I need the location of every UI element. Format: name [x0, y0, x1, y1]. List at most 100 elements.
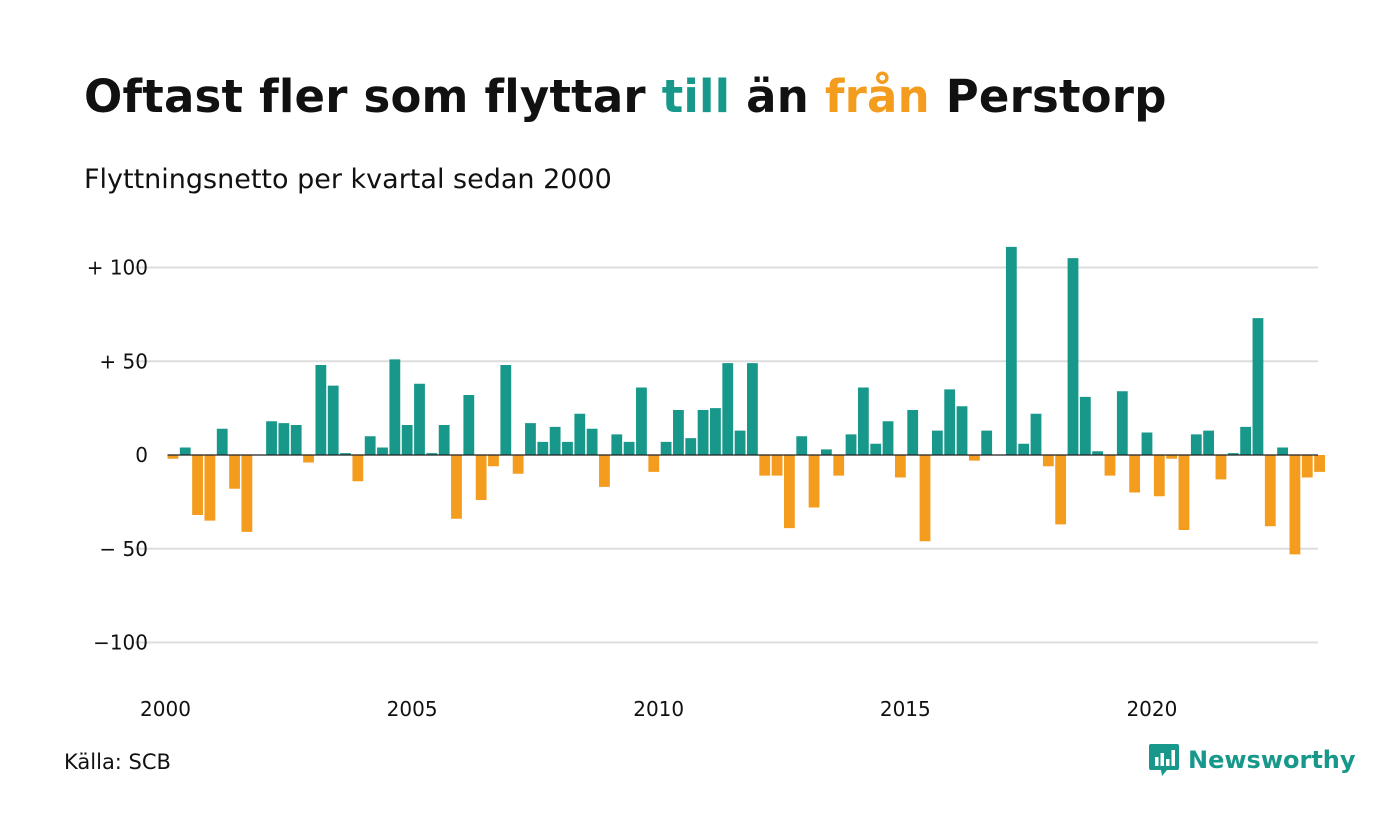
bar-positive	[870, 443, 882, 455]
bar-negative	[241, 455, 253, 532]
y-tick-label: − 50	[99, 537, 148, 561]
bar-positive	[290, 425, 302, 455]
bar-positive	[636, 387, 647, 455]
bar-positive	[216, 428, 228, 455]
y-tick-label: + 100	[87, 256, 148, 280]
x-tick-label: 2005	[387, 697, 438, 721]
bar-positive	[710, 408, 721, 456]
title-fran-word: från	[824, 70, 930, 123]
chart-subtitle: Flyttningsnetto per kvartal sedan 2000	[84, 164, 612, 195]
bar-positive	[266, 421, 277, 455]
bar-negative	[833, 455, 845, 476]
bar-negative	[1129, 455, 1141, 493]
bars	[167, 246, 1325, 555]
title-part-2: än	[730, 70, 825, 123]
bar-positive	[525, 423, 536, 456]
bar-negative	[968, 455, 980, 461]
bar-positive	[586, 428, 598, 455]
bar-positive	[278, 423, 290, 456]
bar-positive	[857, 387, 869, 455]
bar-positive	[845, 434, 857, 456]
bar-positive	[747, 363, 758, 456]
bar-negative	[1104, 455, 1116, 476]
brand-logo: Newsworthy	[1148, 742, 1356, 778]
bar-negative	[1055, 455, 1067, 525]
bar-negative	[1215, 455, 1227, 480]
x-tick-label: 2020	[1126, 697, 1177, 721]
bar-negative	[1166, 455, 1178, 459]
bar-positive	[660, 441, 672, 456]
bar-positive	[364, 436, 376, 455]
bar-positive	[734, 430, 746, 456]
bar-positive	[562, 441, 573, 456]
bar-positive	[956, 406, 968, 455]
bar-positive	[685, 438, 697, 456]
bar-positive	[463, 395, 475, 455]
bar-positive	[1067, 258, 1079, 456]
bar-positive	[1018, 443, 1030, 455]
bar-positive	[981, 430, 993, 456]
bar-positive	[401, 425, 413, 455]
y-tick-label: + 50	[99, 349, 148, 373]
bar-positive	[414, 383, 425, 455]
bar-positive	[882, 421, 894, 455]
bar-negative	[167, 455, 179, 459]
bar-positive	[1092, 451, 1104, 455]
bar-positive	[697, 410, 709, 455]
chart-title: Oftast fler som flyttar till än från Per…	[84, 70, 1167, 123]
bar-positive	[1079, 396, 1091, 456]
bar-positive	[179, 447, 191, 455]
bar-negative	[784, 455, 795, 529]
title-part-1: Oftast fler som flyttar	[84, 70, 662, 123]
bar-positive	[389, 359, 401, 456]
bar-negative	[1042, 455, 1054, 467]
bar-negative	[919, 455, 931, 542]
y-axis-tick-labels: + 100 + 50 0 − 50 −100	[87, 256, 148, 655]
bar-positive	[1030, 413, 1042, 455]
bar-negative	[1178, 455, 1190, 530]
bar-positive	[438, 425, 450, 455]
x-tick-label: 2015	[880, 697, 931, 721]
bar-negative	[1153, 455, 1165, 497]
bar-positive	[722, 363, 734, 456]
bar-positive	[611, 434, 623, 456]
bar-positive	[931, 430, 943, 456]
bar-positive	[673, 410, 684, 455]
bar-positive	[377, 447, 388, 455]
bar-negative	[1314, 455, 1325, 472]
bar-positive	[315, 365, 327, 455]
bar-negative	[894, 455, 906, 478]
y-tick-label: −100	[93, 631, 148, 655]
bar-negative	[475, 455, 487, 500]
bar-positive	[549, 426, 561, 456]
bar-negative	[488, 455, 499, 467]
bar-positive	[327, 385, 339, 456]
bar-negative	[451, 455, 462, 519]
bar-positive	[1203, 430, 1215, 456]
y-tick-label: 0	[135, 443, 148, 467]
gridlines	[135, 266, 1318, 644]
bar-positive	[820, 449, 832, 456]
bar-positive	[1277, 447, 1288, 455]
bar-negative	[204, 455, 216, 521]
bar-negative	[303, 455, 314, 463]
x-tick-label: 2010	[633, 697, 684, 721]
bar-positive	[1190, 434, 1202, 456]
bar-negative	[512, 455, 524, 474]
bar-positive	[1227, 453, 1239, 456]
source-note: Källa: SCB	[64, 750, 171, 774]
bar-negative	[599, 455, 610, 487]
bar-negative	[808, 455, 820, 508]
x-axis-tick-labels: 2000 2005 2010 2015 2020	[140, 697, 1177, 721]
bar-positive	[1252, 318, 1264, 456]
bar-positive	[1116, 391, 1128, 455]
bar-negative	[1301, 455, 1313, 478]
bar-negative	[352, 455, 364, 482]
x-tick-label: 2000	[140, 697, 191, 721]
bar-positive	[426, 453, 438, 456]
bar-negative	[229, 455, 240, 489]
bar-positive	[500, 365, 512, 455]
bar-positive	[796, 436, 808, 455]
bar-negative	[1264, 455, 1276, 527]
title-part-3: Perstorp	[929, 70, 1167, 123]
